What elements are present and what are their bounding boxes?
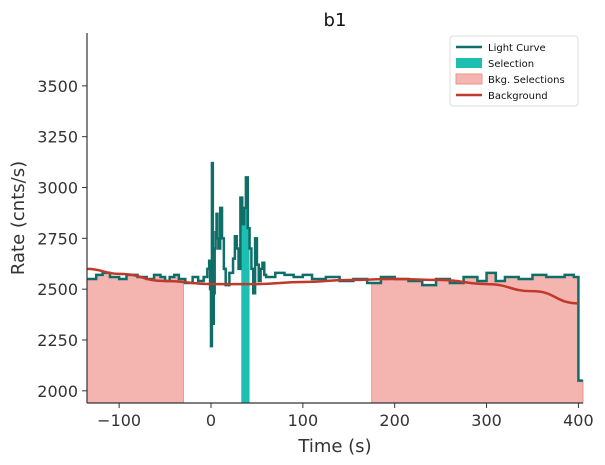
y-axis-label: Rate (cnts/s) [8,161,29,275]
legend-patch-swatch [455,73,483,85]
legend-frame [449,35,579,107]
y-tick-label: 3500 [37,77,78,96]
legend-label: Light Curve [488,43,546,54]
y-tick-label: 2000 [37,382,78,401]
selection-fill [241,177,250,403]
legend-label: Background [488,91,548,102]
bkg-selection-fill [86,272,184,404]
x-tick-label: −100 [97,411,141,430]
y-tick-label: 3250 [37,128,78,147]
x-tick-label: 0 [206,411,216,430]
legend-label: Selection [488,59,534,70]
plot-area [86,161,584,404]
x-tick-label: 100 [288,411,319,430]
x-tick-label: 200 [379,411,410,430]
y-tick-label: 3000 [37,179,78,198]
y-tick-label: 2500 [37,280,78,299]
selection-layer [241,177,250,403]
x-axis-label: Time (s) [297,436,371,457]
legend: Light Curve Selection Bkg. Selections Backg… [449,35,579,107]
y-tick-label: 2250 [37,331,78,350]
background-fit-series [86,267,579,305]
legend-patch-swatch [456,58,482,68]
legend-label: Bkg. Selections [488,75,565,86]
y-axis-ticks: 2000 2250 2500 2750 3000 3250 3500 [37,77,87,401]
x-axis-ticks: −100 0 100 200 300 400 [97,403,594,430]
bkg-selection-fill [371,272,584,404]
x-tick-label: 400 [563,411,594,430]
x-tick-label: 300 [471,411,502,430]
chart-title: b1 [324,10,347,31]
y-tick-label: 2750 [37,229,78,248]
light-curve-series [87,161,583,382]
